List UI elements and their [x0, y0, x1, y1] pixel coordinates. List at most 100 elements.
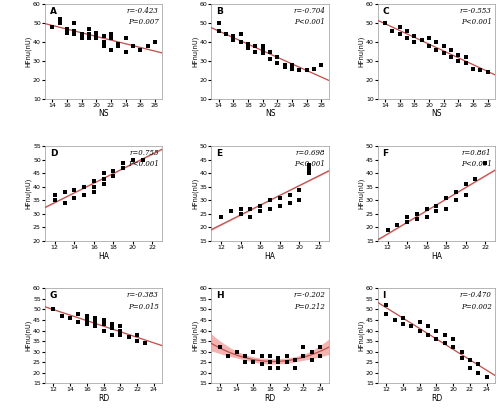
Point: [241, 353, 249, 359]
Point: [291, 357, 299, 363]
X-axis label: RD: RD: [264, 394, 276, 403]
Point: [236, 39, 244, 45]
Point: [91, 323, 99, 330]
Point: [110, 173, 118, 179]
Point: [100, 321, 108, 328]
Point: [74, 310, 82, 317]
X-axis label: HA: HA: [431, 252, 442, 260]
Point: [425, 42, 433, 49]
Point: [462, 192, 469, 198]
Point: [136, 46, 144, 53]
Point: [80, 192, 88, 198]
Point: [441, 331, 449, 338]
Point: [424, 323, 432, 330]
Point: [394, 222, 402, 228]
Point: [217, 213, 225, 220]
Text: C: C: [382, 7, 389, 16]
Point: [422, 213, 430, 220]
Point: [227, 208, 235, 215]
Text: A: A: [50, 7, 56, 16]
Point: [92, 29, 100, 36]
Point: [266, 48, 274, 55]
Point: [266, 359, 274, 365]
Text: G: G: [50, 291, 57, 300]
Point: [250, 348, 258, 355]
Point: [280, 61, 288, 68]
Point: [305, 165, 313, 171]
Point: [70, 186, 78, 193]
Point: [403, 27, 411, 34]
Point: [108, 321, 116, 328]
Text: r=0.698: r=0.698: [296, 149, 325, 157]
Point: [80, 184, 88, 190]
Text: r=-0.383: r=-0.383: [127, 291, 158, 299]
Point: [440, 42, 448, 49]
Point: [222, 31, 230, 38]
Point: [78, 31, 86, 38]
Point: [66, 315, 74, 321]
Point: [252, 42, 260, 49]
Point: [74, 319, 82, 325]
Point: [458, 348, 466, 355]
Point: [214, 20, 222, 26]
Point: [258, 50, 266, 57]
Point: [100, 327, 108, 334]
Point: [100, 42, 108, 49]
Point: [432, 208, 440, 215]
Point: [416, 319, 424, 325]
Point: [92, 33, 100, 40]
X-axis label: HA: HA: [264, 252, 276, 260]
Point: [48, 23, 56, 30]
Y-axis label: HFnu(nU): HFnu(nU): [25, 178, 32, 209]
Point: [129, 157, 137, 163]
Point: [144, 42, 152, 49]
Point: [288, 61, 296, 68]
Point: [476, 67, 484, 74]
Point: [458, 355, 466, 361]
Point: [396, 23, 404, 30]
Point: [70, 31, 78, 38]
X-axis label: RD: RD: [431, 394, 442, 403]
Point: [63, 26, 71, 32]
Point: [91, 319, 99, 325]
Point: [403, 219, 411, 225]
Point: [100, 317, 108, 323]
Point: [122, 48, 130, 55]
Point: [274, 355, 282, 361]
Point: [474, 361, 482, 368]
Y-axis label: HFnu(nU): HFnu(nU): [192, 178, 198, 209]
Point: [258, 42, 266, 49]
Point: [116, 327, 124, 334]
Point: [83, 321, 91, 328]
Point: [90, 189, 98, 196]
Point: [302, 67, 310, 74]
Point: [413, 211, 421, 217]
Point: [116, 331, 124, 338]
Point: [83, 317, 91, 323]
Point: [230, 37, 237, 43]
Point: [129, 42, 137, 49]
Text: H: H: [216, 291, 224, 300]
Point: [119, 165, 127, 171]
Point: [282, 353, 290, 359]
Point: [133, 338, 141, 344]
Point: [447, 46, 455, 53]
Point: [318, 61, 326, 68]
Point: [442, 205, 450, 212]
Point: [441, 340, 449, 346]
Point: [305, 170, 313, 177]
Text: P=0.212: P=0.212: [294, 302, 325, 311]
Point: [246, 205, 254, 212]
Point: [413, 216, 421, 222]
Point: [236, 31, 244, 38]
Point: [60, 200, 68, 206]
Point: [449, 336, 457, 342]
X-axis label: NS: NS: [98, 110, 109, 118]
Point: [274, 54, 281, 61]
Text: r=0.861: r=0.861: [462, 149, 492, 157]
Text: P=0.002: P=0.002: [460, 302, 492, 311]
Point: [449, 344, 457, 351]
Point: [100, 176, 108, 182]
Point: [266, 365, 274, 372]
Point: [108, 325, 116, 332]
